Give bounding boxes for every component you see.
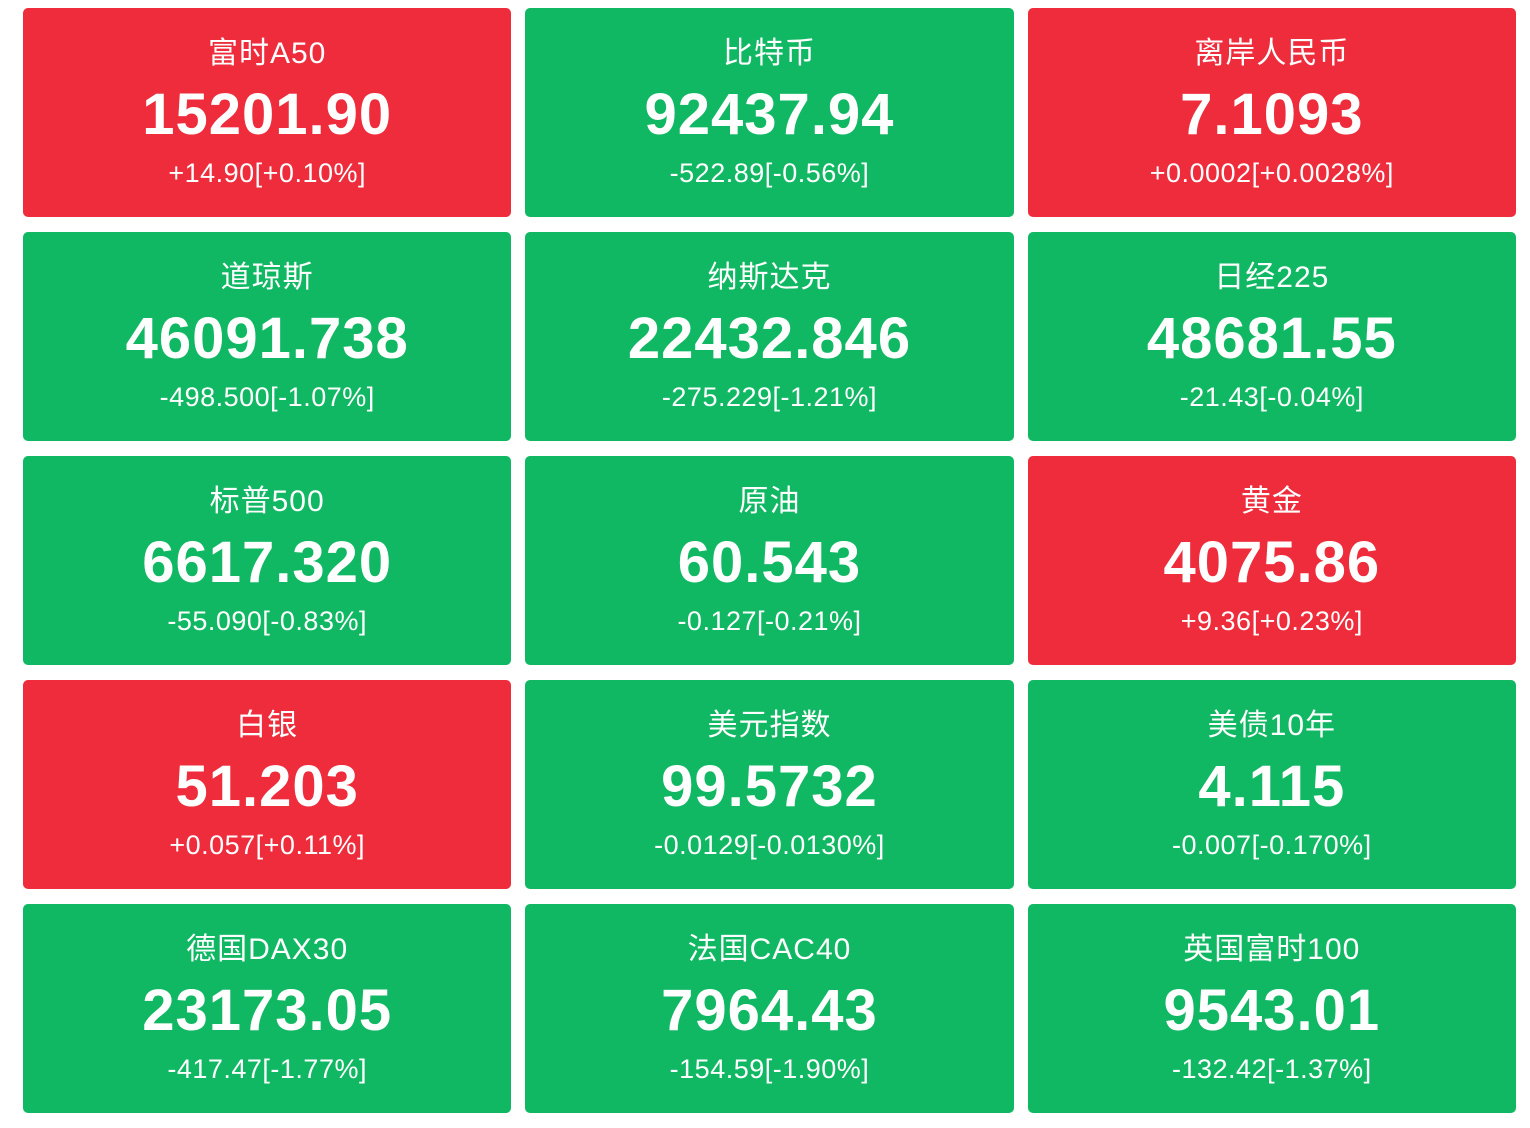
- market-change: -0.0129[-0.0130%]: [654, 829, 885, 860]
- market-name: 英国富时100: [1183, 932, 1361, 966]
- market-tile-8[interactable]: 黄金 4075.86 +9.36[+0.23%]: [1027, 456, 1516, 665]
- market-change: +9.36[+0.23%]: [1180, 605, 1363, 636]
- market-change: -522.89[-0.56%]: [669, 157, 870, 188]
- market-tile-2[interactable]: 离岸人民币 7.1093 +0.0002[+0.0028%]: [1027, 8, 1516, 217]
- market-change: -0.127[-0.21%]: [677, 605, 862, 636]
- market-price: 46091.738: [125, 305, 409, 371]
- market-change: -417.47[-1.77%]: [167, 1053, 367, 1084]
- market-price: 7964.43: [661, 977, 878, 1043]
- market-name: 富时A50: [207, 36, 327, 70]
- market-change: -275.229[-1.21%]: [661, 381, 878, 412]
- market-name: 比特币: [722, 36, 816, 70]
- market-price: 51.203: [175, 753, 359, 819]
- market-tile-12[interactable]: 德国DAX30 23173.05 -417.47[-1.77%]: [23, 904, 512, 1113]
- market-change: -132.42[-1.37%]: [1172, 1053, 1372, 1084]
- market-price: 4.115: [1198, 753, 1346, 819]
- market-tile-9[interactable]: 白银 51.203 +0.057[+0.11%]: [23, 680, 512, 889]
- market-price: 60.543: [677, 529, 862, 595]
- market-price: 6617.320: [142, 529, 393, 595]
- market-name: 原油: [738, 484, 801, 518]
- market-price: 22432.846: [627, 305, 912, 371]
- market-tile-10[interactable]: 美元指数 99.5732 -0.0129[-0.0130%]: [525, 680, 1014, 889]
- market-name: 离岸人民币: [1194, 36, 1350, 70]
- market-name: 道琼斯: [220, 260, 314, 294]
- market-name: 黄金: [1240, 484, 1303, 518]
- market-tile-4[interactable]: 纳斯达克 22432.846 -275.229[-1.21%]: [525, 232, 1014, 441]
- market-tile-0[interactable]: 富时A50 15201.90 +14.90[+0.10%]: [23, 8, 512, 217]
- market-price: 4075.86: [1163, 529, 1381, 595]
- market-tile-11[interactable]: 美债10年 4.115 -0.007[-0.170%]: [1027, 680, 1516, 889]
- market-name: 日经225: [1214, 260, 1330, 294]
- market-change: -21.43[-0.04%]: [1179, 381, 1364, 412]
- market-name: 标普500: [209, 484, 325, 518]
- market-name: 德国DAX30: [186, 932, 349, 966]
- market-tile-3[interactable]: 道琼斯 46091.738 -498.500[-1.07%]: [23, 232, 512, 441]
- market-name: 美债10年: [1207, 708, 1337, 742]
- market-price: 92437.94: [644, 81, 895, 147]
- market-change: -498.500[-1.07%]: [159, 381, 375, 412]
- market-change: -154.59[-1.90%]: [669, 1053, 870, 1084]
- market-change: -55.090[-0.83%]: [167, 605, 367, 636]
- market-price: 15201.90: [142, 81, 393, 147]
- market-price: 23173.05: [142, 977, 393, 1043]
- market-price: 9543.01: [1163, 977, 1381, 1043]
- market-name: 纳斯达克: [707, 260, 832, 294]
- market-price: 99.5732: [661, 753, 878, 819]
- market-tile-1[interactable]: 比特币 92437.94 -522.89[-0.56%]: [525, 8, 1014, 217]
- market-change: +14.90[+0.10%]: [168, 157, 366, 188]
- market-tile-7[interactable]: 原油 60.543 -0.127[-0.21%]: [525, 456, 1014, 665]
- market-change: -0.007[-0.170%]: [1172, 829, 1372, 860]
- market-tile-14[interactable]: 英国富时100 9543.01 -132.42[-1.37%]: [1027, 904, 1516, 1113]
- market-price: 7.1093: [1180, 81, 1364, 147]
- market-name: 法国CAC40: [687, 932, 852, 966]
- market-tile-6[interactable]: 标普500 6617.320 -55.090[-0.83%]: [23, 456, 512, 665]
- market-price: 48681.55: [1146, 305, 1397, 371]
- market-change: +0.0002[+0.0028%]: [1149, 157, 1394, 188]
- market-tile-13[interactable]: 法国CAC40 7964.43 -154.59[-1.90%]: [525, 904, 1014, 1113]
- market-name: 白银: [236, 708, 299, 742]
- market-name: 美元指数: [707, 708, 832, 742]
- market-change: +0.057[+0.11%]: [169, 829, 365, 860]
- market-tile-5[interactable]: 日经225 48681.55 -21.43[-0.04%]: [1027, 232, 1516, 441]
